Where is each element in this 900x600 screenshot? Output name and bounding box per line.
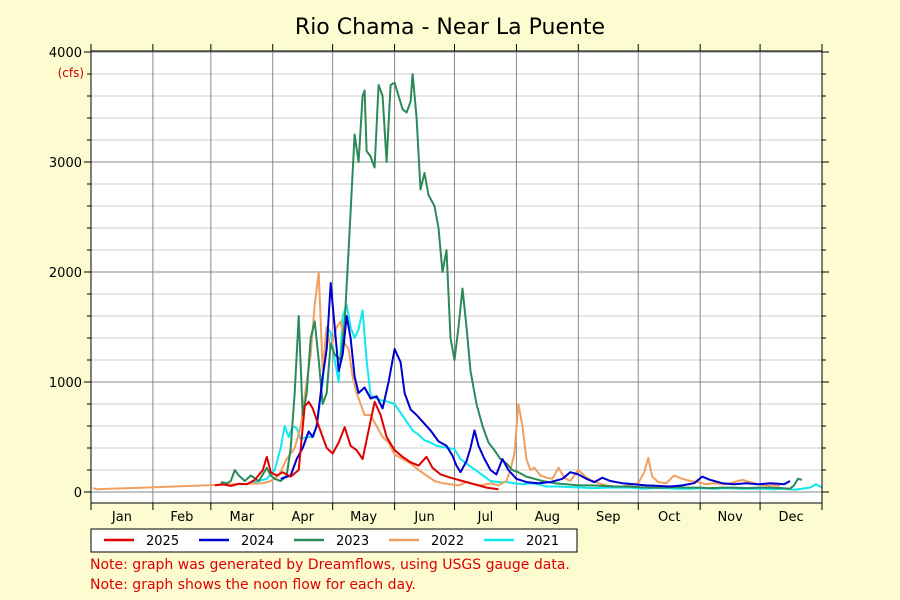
x-tick-label: Sep: [596, 510, 621, 525]
x-tick-label: Jun: [413, 510, 434, 525]
series-layer: [92, 73, 823, 491]
series-line-2025: [214, 400, 499, 491]
y-tick-label: 2000: [49, 266, 82, 281]
x-tick-label: Dec: [778, 510, 803, 525]
chart-title: Rio Chama - Near La Puente: [295, 15, 605, 40]
x-tick-label: Aug: [535, 510, 560, 525]
y-tick-label: 0: [74, 486, 82, 501]
plot-frame: [90, 50, 823, 504]
series-line-2022: [92, 271, 781, 491]
x-tick-label: May: [350, 510, 377, 525]
grid: [91, 51, 822, 503]
legend-label-2021: 2021: [526, 534, 559, 549]
note-line-2: Note: graph shows the noon flow for each…: [90, 577, 416, 593]
y-tick-label: 4000: [49, 46, 82, 61]
note-line-1: Note: graph was generated by Dreamflows,…: [90, 557, 570, 573]
y-unit-label: (cfs): [58, 66, 84, 80]
legend-label-2025: 2025: [146, 534, 179, 549]
x-tick-label: Jul: [477, 510, 494, 525]
x-tick-label: Oct: [658, 510, 680, 525]
plot-area: [91, 51, 822, 503]
axes: 0 1000 2000 3000 4000 Jan Feb Mar Apr May Jun Jul Au…: [49, 44, 829, 525]
series-line-2024: [280, 282, 791, 488]
y-tick-label: 3000: [49, 156, 82, 171]
x-tick-label: Apr: [291, 510, 314, 525]
x-tick-label: Feb: [170, 510, 193, 525]
x-tick-label: Jan: [111, 510, 132, 525]
legend-label-2024: 2024: [241, 534, 274, 549]
legend-label-2022: 2022: [431, 534, 464, 549]
x-tick-label: Mar: [230, 510, 255, 525]
legend-label-2023: 2023: [336, 534, 369, 549]
series-line-2023: [220, 73, 803, 490]
x-tick-label: Nov: [717, 510, 743, 525]
legend-box: [90, 528, 578, 553]
legend: 2025 2024 2023 2022 2021: [90, 528, 578, 553]
y-tick-label: 1000: [49, 376, 82, 391]
